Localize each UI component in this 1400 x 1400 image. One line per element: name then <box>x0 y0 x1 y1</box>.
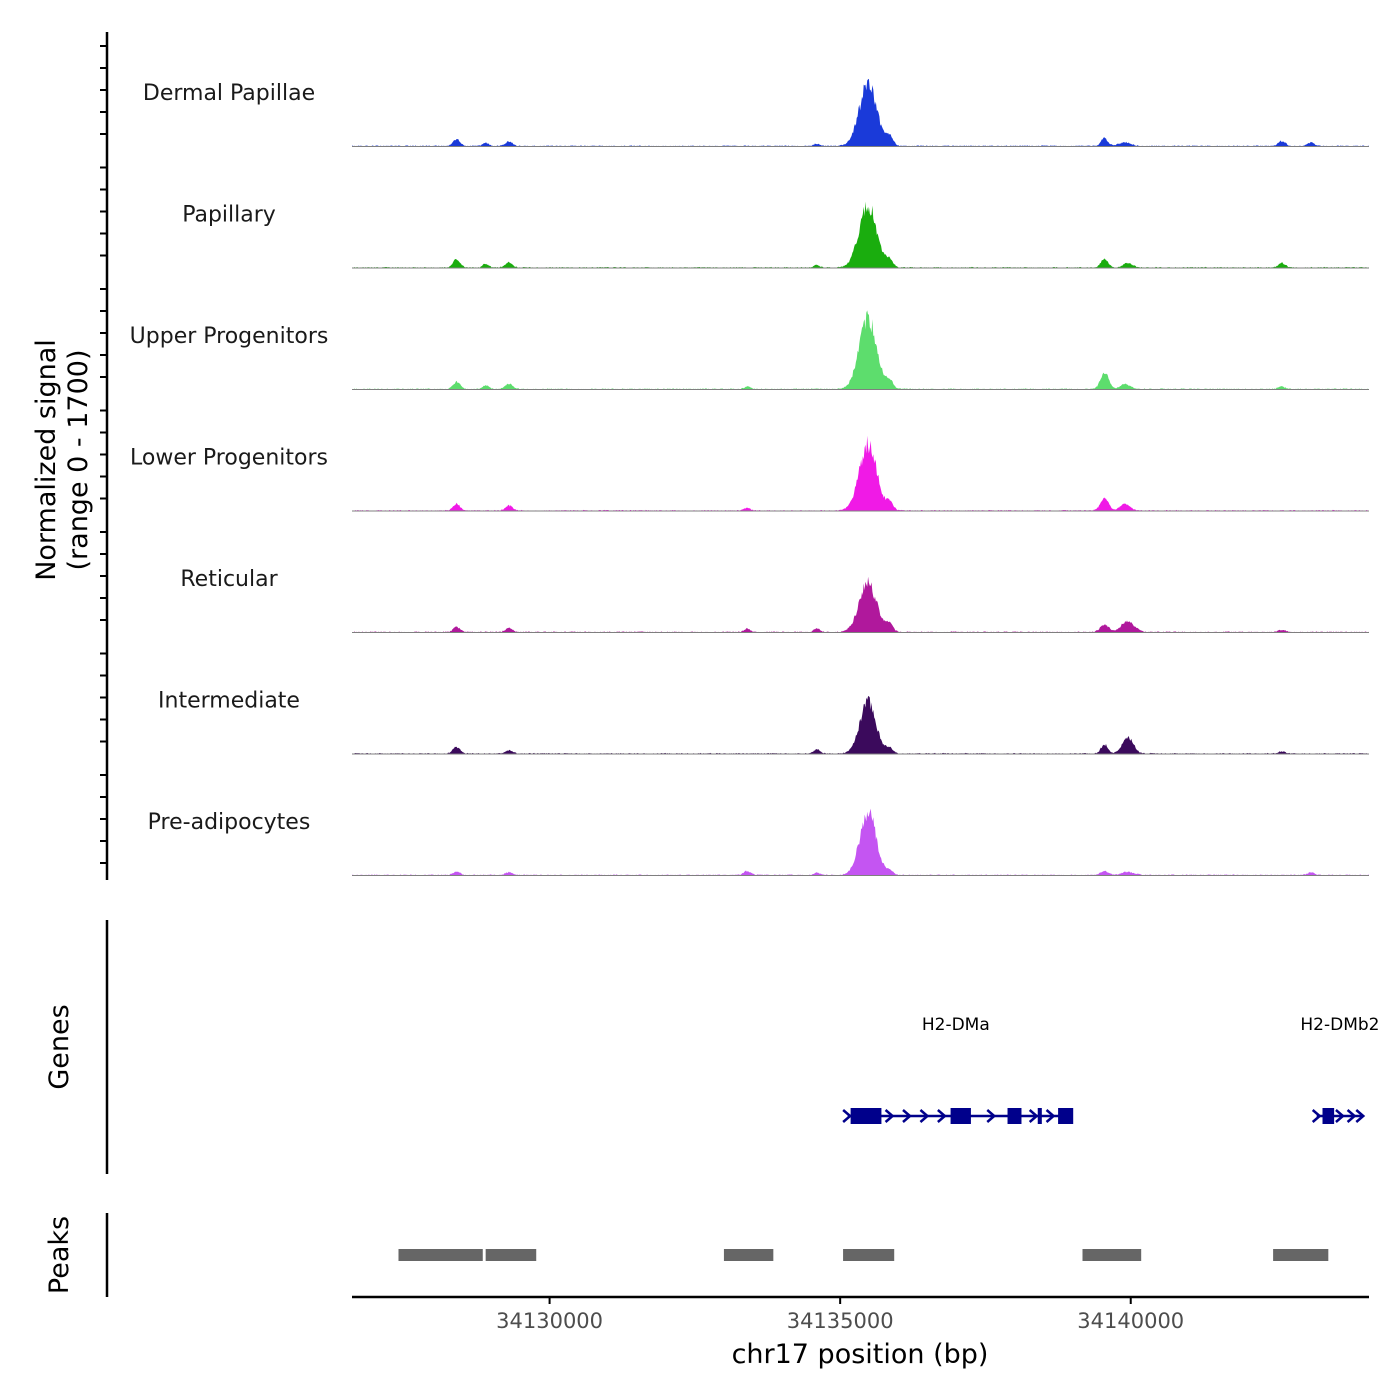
peak-region <box>398 1249 483 1261</box>
coverage-track: Pre-adipocytes <box>148 808 1369 876</box>
track-label: Upper Progenitors <box>130 324 329 349</box>
x-tick-label: 34135000 <box>787 1309 894 1333</box>
x-axis-title: chr17 position (bp) <box>732 1339 989 1370</box>
strand-arrow <box>986 1109 997 1123</box>
coverage-track: Dermal Papillae <box>143 78 1369 147</box>
coverage-y-axis-ticks <box>100 45 107 864</box>
peak-region <box>843 1249 895 1261</box>
strand-arrow <box>1311 1109 1322 1123</box>
y-axis-range: (range 0 - 1700) <box>63 350 94 571</box>
strand-arrow <box>1355 1109 1366 1123</box>
strand-arrow <box>884 1109 895 1123</box>
x-tick-label: 34130000 <box>496 1309 603 1333</box>
coverage-area <box>352 201 1369 268</box>
gene-exon <box>1007 1108 1022 1124</box>
peak-region <box>1273 1249 1329 1261</box>
peak-region <box>1082 1249 1142 1261</box>
coverage-track: Intermediate <box>158 689 1369 755</box>
gene: H2-DMb2 <box>1300 1015 1379 1124</box>
gene-exon <box>850 1108 882 1124</box>
peak-region <box>485 1249 537 1261</box>
peaks-track-title: Peaks <box>44 1216 75 1294</box>
track-label: Intermediate <box>158 689 300 714</box>
coverage-track: Lower Progenitors <box>130 435 1369 512</box>
strand-arrow <box>1335 1109 1345 1123</box>
strand-arrow <box>902 1109 912 1123</box>
peaks-track <box>398 1249 1329 1261</box>
gene-exon <box>1037 1108 1042 1124</box>
strand-arrow <box>1028 1109 1039 1123</box>
coverage-track: Upper Progenitors <box>130 310 1369 390</box>
x-tick-label: 34140000 <box>1077 1309 1184 1333</box>
coverage-area <box>352 696 1369 754</box>
gene-label: H2-DMa <box>922 1015 990 1035</box>
coverage-area <box>352 576 1369 633</box>
genes-track-title: Genes <box>44 1004 75 1089</box>
track-label: Pre-adipocytes <box>148 810 311 835</box>
gene-label: H2-DMb2 <box>1300 1015 1379 1035</box>
gene-exon <box>1058 1108 1074 1124</box>
gene: H2-DMa <box>842 1015 1074 1124</box>
y-axis-title: Normalized signal <box>31 339 62 581</box>
coverage-tracks: Dermal Papillae Papillary Upper Progenitor… <box>130 78 1369 876</box>
genes-track: H2-DMa H2-DMb2 <box>842 1015 1379 1124</box>
strand-arrow <box>1045 1109 1056 1123</box>
coverage-area <box>352 808 1369 876</box>
peak-region <box>723 1249 774 1261</box>
strand-arrow <box>1346 1109 1357 1123</box>
strand-arrow <box>842 1109 853 1123</box>
track-label: Reticular <box>180 567 278 592</box>
track-label: Lower Progenitors <box>130 446 328 471</box>
x-axis-ticks: 34130000 34135000 34140000 <box>496 1297 1184 1333</box>
track-label: Dermal Papillae <box>143 81 315 106</box>
coverage-area <box>352 310 1369 390</box>
gene-exon <box>1322 1108 1335 1124</box>
strand-arrow <box>937 1109 947 1123</box>
coverage-area <box>352 435 1369 511</box>
strand-arrow <box>919 1109 930 1123</box>
track-label: Papillary <box>182 203 276 228</box>
y-axis-title-group: Normalized signal (range 0 - 1700) <box>31 339 94 581</box>
coverage-track: Papillary <box>182 201 1369 269</box>
gene-exon <box>950 1108 971 1124</box>
coverage-area <box>352 78 1369 147</box>
coverage-track: Reticular <box>180 567 1369 633</box>
